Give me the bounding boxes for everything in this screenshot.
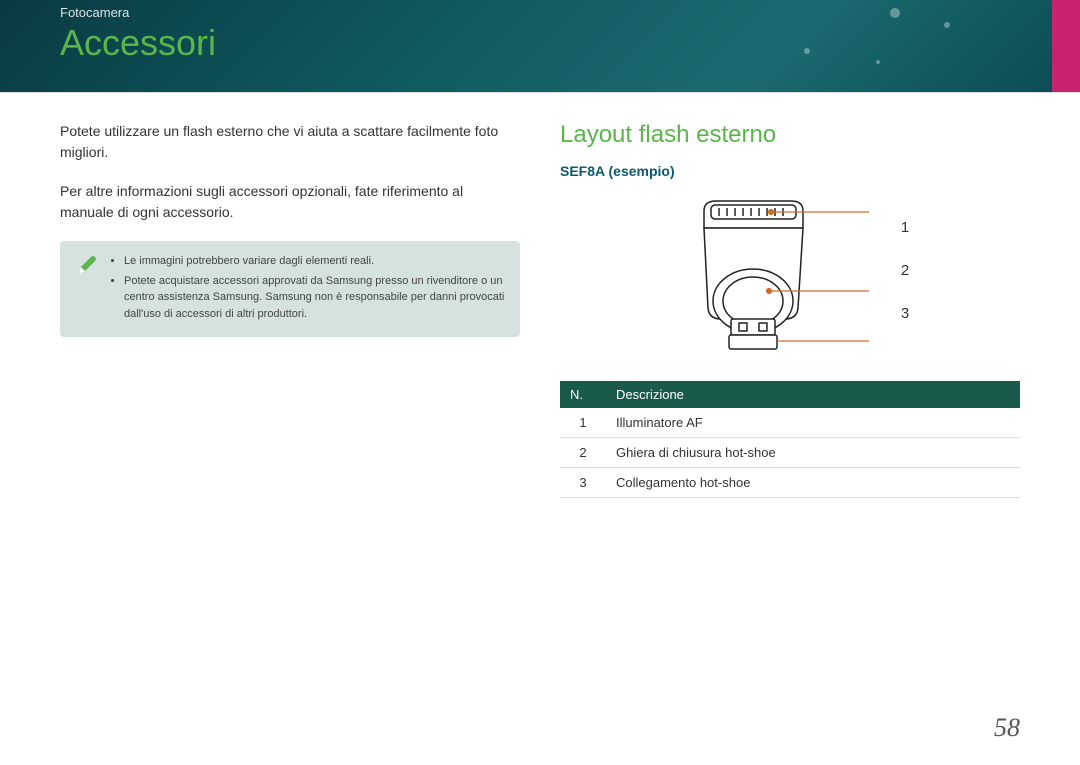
section-heading: Layout flash esterno: [560, 121, 1020, 149]
callout-2: 2: [901, 262, 909, 279]
table-cell-desc: Illuminatore AF: [606, 408, 1020, 438]
note-list: Le immagini potrebbero variare dagli ele…: [110, 253, 506, 325]
table-cell-n: 2: [560, 438, 606, 468]
page-content: Potete utilizzare un flash esterno che v…: [0, 93, 1080, 498]
intro-paragraph-2: Per altre informazioni sugli accessori o…: [60, 181, 520, 223]
parts-table: N. Descrizione 1 Illuminatore AF 2 Ghier…: [560, 381, 1020, 498]
right-column: Layout flash esterno SEF8A (esempio): [560, 121, 1020, 498]
table-row: 1 Illuminatore AF: [560, 408, 1020, 438]
table-cell-desc: Ghiera di chiusura hot-shoe: [606, 438, 1020, 468]
note-icon: [74, 253, 100, 325]
note-item: Le immagini potrebbero variare dagli ele…: [124, 253, 506, 270]
breadcrumb: Fotocamera: [60, 0, 1020, 20]
left-column: Potete utilizzare un flash esterno che v…: [60, 121, 520, 498]
table-row: 2 Ghiera di chiusura hot-shoe: [560, 438, 1020, 468]
table-header-desc: Descrizione: [606, 381, 1020, 408]
table-cell-n: 3: [560, 468, 606, 498]
diagram-callouts: 1 2 3: [901, 209, 909, 348]
header-accent-strip: [1052, 0, 1080, 92]
callout-3: 3: [901, 305, 909, 322]
table-row: 3 Collegamento hot-shoe: [560, 468, 1020, 498]
callout-1: 1: [901, 219, 909, 236]
table-header-number: N.: [560, 381, 606, 408]
flash-diagram: 1 2 3: [560, 185, 1020, 381]
note-item: Potete acquistare accessori approvati da…: [124, 273, 506, 323]
page-header: Fotocamera Accessori: [0, 0, 1080, 92]
flash-illustration: [671, 193, 871, 363]
table-cell-desc: Collegamento hot-shoe: [606, 468, 1020, 498]
section-subheading: SEF8A (esempio): [560, 163, 1020, 179]
note-box: Le immagini potrebbero variare dagli ele…: [60, 241, 520, 337]
page-title: Accessori: [60, 22, 1020, 64]
intro-paragraph-1: Potete utilizzare un flash esterno che v…: [60, 121, 520, 163]
page-number: 58: [994, 713, 1020, 743]
table-cell-n: 1: [560, 408, 606, 438]
